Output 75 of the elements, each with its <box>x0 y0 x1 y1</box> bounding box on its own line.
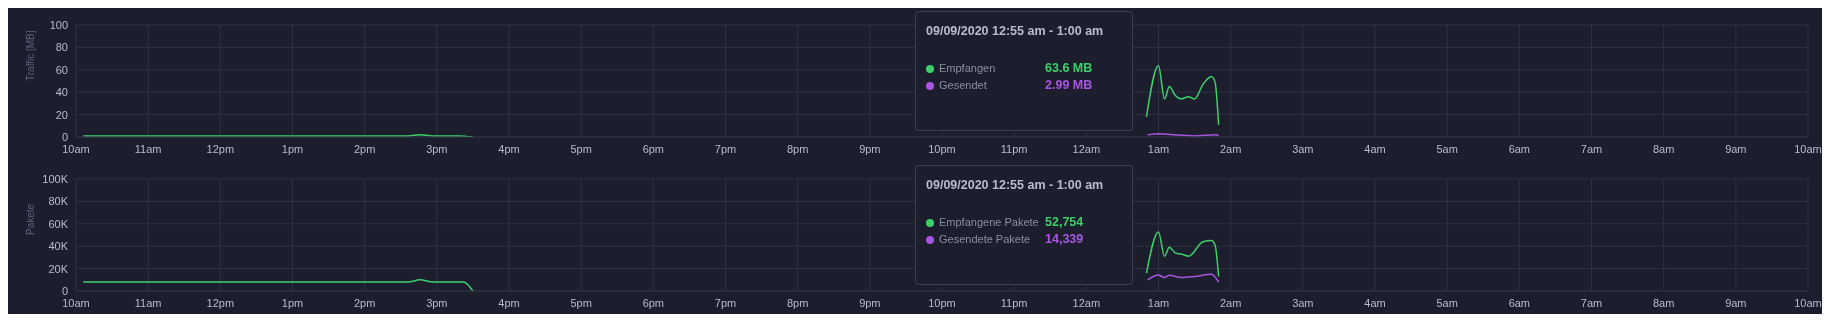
annotation: 2.99 MB <box>1045 77 1093 94</box>
x-tick-label: 4am <box>1364 296 1386 309</box>
x-tick-label: 8pm <box>786 142 809 155</box>
x-tick-label: 3am <box>1292 142 1314 155</box>
x-tick-label: 6am <box>1508 142 1531 155</box>
x-tick-label: 5pm <box>570 296 592 309</box>
x-tick-label: 11pm <box>1000 296 1028 309</box>
x-tick-label: 4pm <box>498 296 520 309</box>
legend-label: Empfangen <box>939 61 997 76</box>
legend-label: Gesendet <box>939 78 988 93</box>
x-tick-label: 10am <box>1794 296 1822 309</box>
x-tick-label: 9am <box>1725 296 1747 309</box>
x-tick-label: 11am <box>134 296 162 309</box>
x-tick-label: 7pm <box>714 142 737 155</box>
x-tick-label: 2am <box>1219 296 1242 309</box>
annotation: 63.6 MB <box>1045 60 1093 77</box>
legend-label: Empfangene Pakete <box>939 215 1040 230</box>
y-tick-label: 60 <box>55 63 68 76</box>
x-tick-label: 11pm <box>1000 142 1028 155</box>
x-tick-label: 3pm <box>426 296 448 309</box>
x-tick-label: 10pm <box>928 296 956 309</box>
x-tick-label: 6pm <box>642 296 665 309</box>
x-tick-label: 10am <box>62 142 90 155</box>
x-tick-label: 7am <box>1580 142 1603 155</box>
x-tick-label: 1am <box>1147 296 1170 309</box>
legend-label: Gesendete Pakete <box>939 232 1032 247</box>
x-tick-label: 8am <box>1652 296 1675 309</box>
x-tick-label: 12pm <box>206 142 235 155</box>
x-tick-label: 10am <box>1794 142 1822 155</box>
y-tick-label: 20 <box>55 108 68 121</box>
x-tick-label: 10am <box>62 296 90 309</box>
x-tick-label: 5am <box>1436 296 1458 309</box>
annotation: 09/09/2020 12:55 am - 1:00 am <box>926 178 1105 192</box>
y-tick-label: 60K <box>48 217 69 230</box>
y-tick-label: 40 <box>55 86 68 99</box>
y-tick-label: 0 <box>61 284 68 297</box>
x-tick-label: 1pm <box>281 296 304 309</box>
x-tick-label: 8am <box>1652 142 1675 155</box>
x-tick-label: 3pm <box>426 142 448 155</box>
x-tick-label: 9pm <box>859 142 881 155</box>
y-axis-title: Pakete <box>24 203 36 235</box>
y-tick-label: 0 <box>61 130 68 143</box>
annotation: 09/09/2020 12:55 am - 1:00 am <box>926 24 1105 38</box>
y-tick-label: 80 <box>55 41 68 54</box>
x-tick-label: 10pm <box>928 142 956 155</box>
line-series <box>1146 273 1220 283</box>
y-tick-label: 100K <box>42 172 69 185</box>
annotation: 52,754 <box>1045 214 1084 231</box>
x-tick-label: 2pm <box>353 142 376 155</box>
x-tick-label: 1am <box>1147 142 1170 155</box>
x-tick-label: 4am <box>1364 142 1386 155</box>
y-tick-label: 20K <box>48 262 69 275</box>
x-tick-label: 6pm <box>642 142 665 155</box>
x-tick-label: 2pm <box>353 296 376 309</box>
x-tick-label: 5pm <box>570 142 592 155</box>
x-tick-label: 11am <box>134 142 162 155</box>
y-tick-label: 80K <box>48 195 69 208</box>
x-tick-label: 4pm <box>498 142 520 155</box>
y-tick-label: 40K <box>48 240 69 253</box>
y-axis-title: Traffic [MB] <box>24 30 36 81</box>
x-tick-label: 1pm <box>281 142 304 155</box>
annotation: 14,339 <box>1045 231 1084 248</box>
x-tick-label: 12am <box>1072 296 1101 309</box>
y-tick-label: 100 <box>49 18 68 31</box>
x-tick-label: 7am <box>1580 296 1603 309</box>
x-tick-label: 5am <box>1436 142 1458 155</box>
x-tick-label: 9am <box>1725 142 1747 155</box>
x-tick-label: 12pm <box>206 296 235 309</box>
x-tick-label: 12am <box>1072 142 1101 155</box>
x-tick-label: 7pm <box>714 296 737 309</box>
x-tick-label: 6am <box>1508 296 1531 309</box>
x-tick-label: 8pm <box>786 296 809 309</box>
x-tick-label: 9pm <box>859 296 881 309</box>
x-tick-label: 2am <box>1219 142 1242 155</box>
x-tick-label: 3am <box>1292 296 1314 309</box>
